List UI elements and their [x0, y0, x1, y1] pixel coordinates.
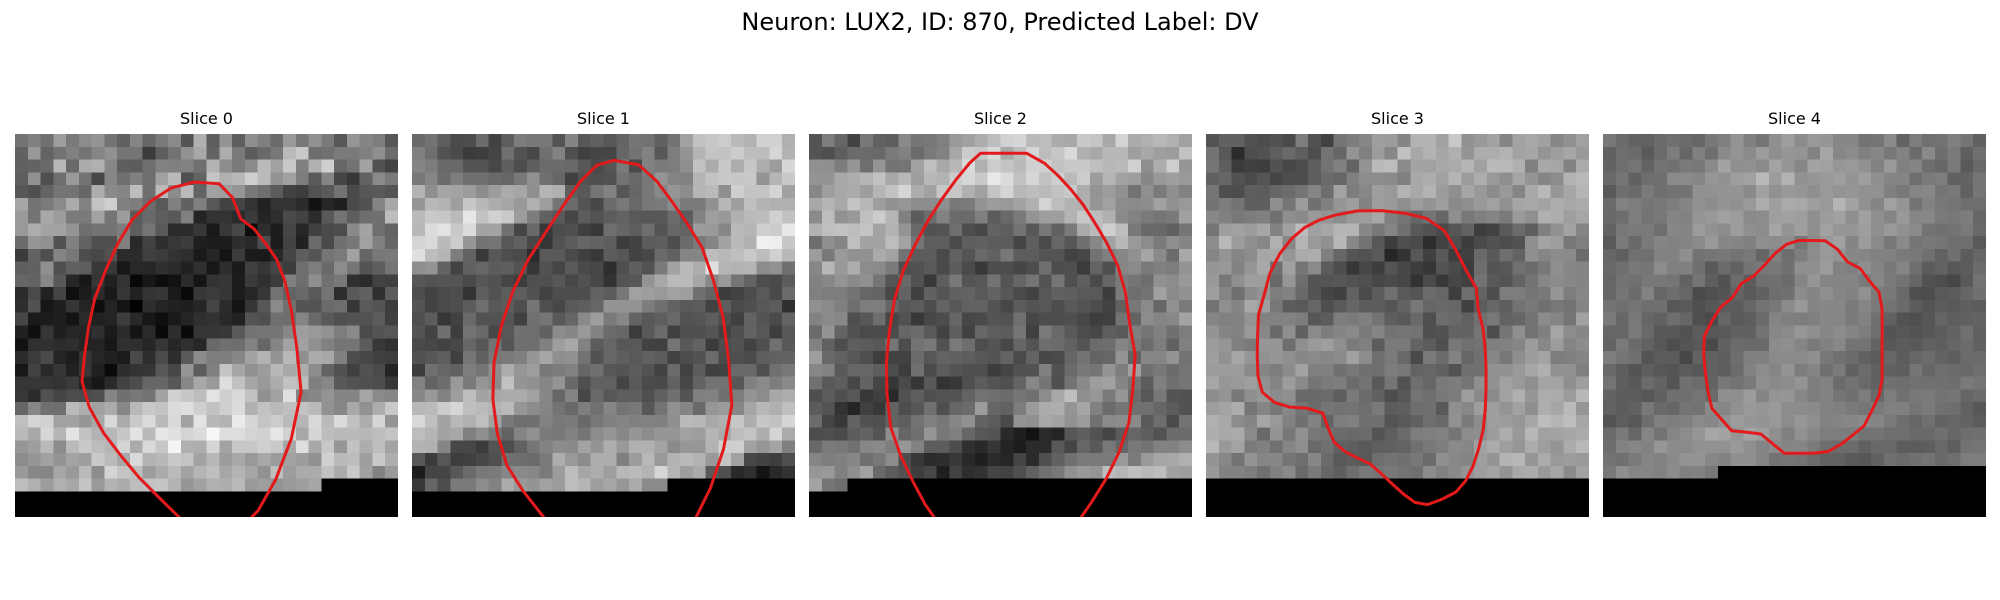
slice-panel-3: Slice 3: [1206, 109, 1589, 517]
slice-title-2: Slice 2: [974, 109, 1027, 128]
pixel-grid: [809, 134, 1192, 517]
roi-contour: [884, 151, 1137, 517]
slice-image-1: [412, 134, 795, 517]
roi-contour: [80, 180, 303, 517]
slice-title-4: Slice 4: [1768, 109, 1821, 128]
slice-panel-0: Slice 0: [15, 109, 398, 517]
pixel-grid: [412, 134, 795, 517]
slice-title-3: Slice 3: [1371, 109, 1424, 128]
pixel-grid: [1206, 134, 1589, 517]
slice-panel-1: Slice 1: [412, 109, 795, 517]
figure-title: Neuron: LUX2, ID: 870, Predicted Label: …: [741, 8, 1259, 36]
slice-image-0: [15, 134, 398, 517]
roi-contour: [1255, 209, 1488, 507]
slice-image-4: [1603, 134, 1986, 517]
slice-image-2: [809, 134, 1192, 517]
roi-contour: [491, 158, 734, 517]
slice-image-3: [1206, 134, 1589, 517]
slice-panel-4: Slice 4: [1603, 109, 1986, 517]
pixel-grid: [15, 134, 398, 517]
pixel-grid: [1603, 134, 1986, 517]
roi-contour: [1702, 239, 1884, 455]
slice-panel-2: Slice 2: [809, 109, 1192, 517]
slice-title-0: Slice 0: [180, 109, 233, 128]
slice-title-1: Slice 1: [577, 109, 630, 128]
